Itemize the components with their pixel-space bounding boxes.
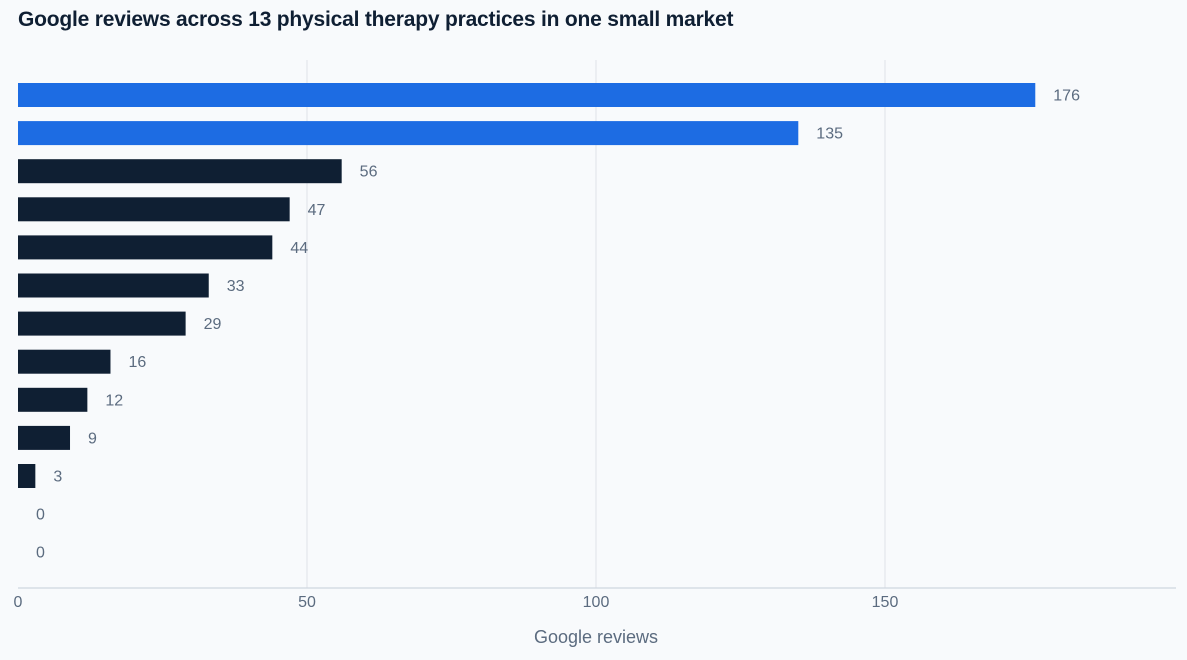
value-labels: 176 135 56 47 44 33 29 16 12 9 3 0 0 (36, 88, 1080, 562)
x-tick-label-100: 100 (583, 594, 610, 611)
value-label-3: 56 (360, 164, 378, 181)
chart-title: Google reviews across 13 physical therap… (18, 8, 734, 31)
x-axis-title: Google reviews (534, 627, 658, 647)
x-axis: 0 50 100 150 (14, 587, 1176, 611)
bar-8 (18, 349, 111, 374)
bar-6 (18, 273, 209, 298)
gridlines (306, 60, 886, 588)
bar-1 (18, 83, 1036, 107)
bar-5 (18, 235, 273, 260)
value-label-10: 9 (88, 430, 97, 447)
value-label-4: 47 (308, 202, 326, 219)
value-label-6: 33 (227, 278, 245, 295)
bar-9 (18, 387, 88, 412)
x-tick-label-50: 50 (298, 594, 316, 611)
bar-4 (18, 197, 290, 222)
value-label-13: 0 (36, 545, 45, 562)
value-label-12: 0 (36, 507, 45, 524)
bars (18, 83, 1036, 488)
value-label-9: 12 (105, 392, 123, 409)
value-label-7: 29 (204, 316, 222, 333)
value-label-8: 16 (128, 354, 146, 371)
value-label-1: 176 (1053, 88, 1080, 105)
value-label-2: 135 (816, 126, 843, 143)
bar-10 (18, 425, 71, 450)
value-label-11: 3 (53, 469, 62, 486)
x-tick-label-0: 0 (14, 594, 23, 611)
bar-2 (18, 121, 799, 146)
bar-11 (18, 464, 36, 488)
value-label-5: 44 (290, 240, 308, 257)
bar-7 (18, 311, 186, 336)
bar-3 (18, 159, 342, 184)
x-tick-label-150: 150 (872, 594, 899, 611)
